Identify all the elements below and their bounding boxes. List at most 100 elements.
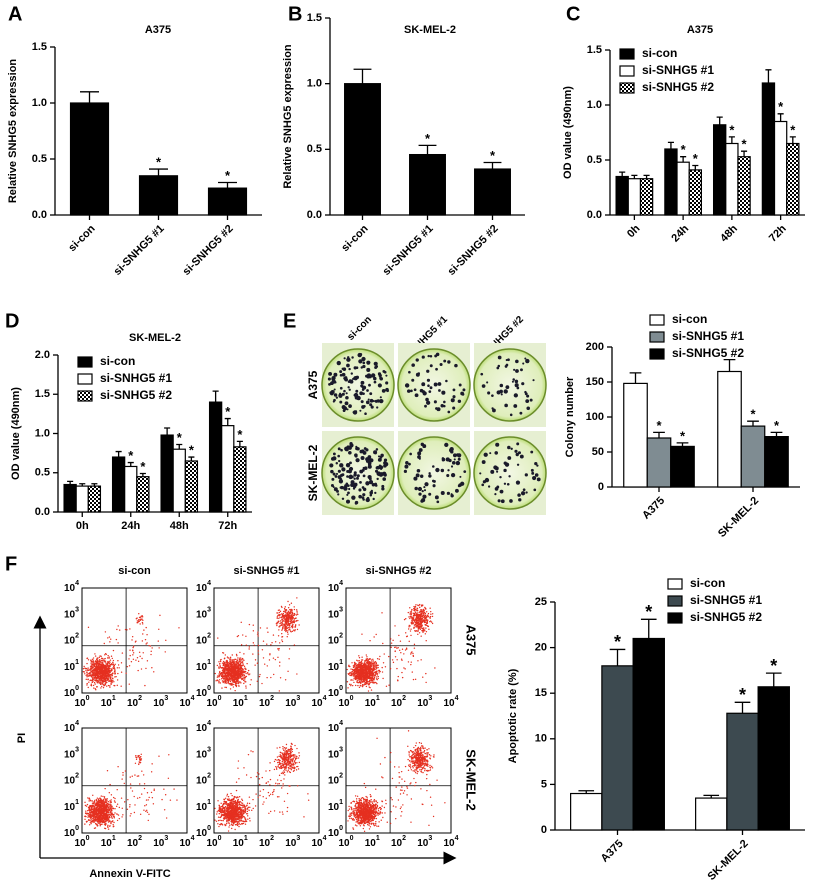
colony-dot — [346, 363, 350, 368]
event-dot — [99, 804, 101, 806]
event-dot — [293, 612, 296, 615]
event-dot — [292, 617, 295, 619]
colony-dot — [370, 490, 373, 493]
y-axis-label: Relative SNHG5 expression — [282, 44, 294, 189]
bar — [627, 178, 642, 216]
event-dot — [234, 663, 236, 666]
y-tick-label: 2.0 — [35, 349, 50, 361]
event-dot — [281, 635, 284, 638]
colony-dot — [500, 499, 505, 504]
colony-dot — [460, 481, 465, 486]
tick-base: 10 — [127, 698, 139, 709]
event-dot — [165, 817, 168, 819]
significance-mark: * — [656, 418, 662, 433]
error-bar — [578, 790, 595, 794]
event-dot — [105, 681, 107, 683]
bar — [474, 168, 511, 216]
event-dot — [256, 680, 258, 683]
colony-dot — [368, 383, 371, 387]
event-dot — [112, 679, 114, 682]
significance-mark: * — [693, 151, 699, 166]
error-bar — [176, 443, 183, 450]
tick-base: 10 — [179, 838, 191, 849]
event-dot — [285, 626, 288, 628]
event-dot — [289, 615, 291, 617]
colony-dot — [346, 408, 349, 411]
event-dot — [109, 677, 112, 680]
event-dot — [284, 623, 286, 626]
event-dot — [133, 811, 136, 814]
event-dot — [224, 672, 226, 674]
event-dot — [285, 630, 287, 633]
event-dot — [233, 659, 235, 662]
event-dot — [129, 806, 131, 808]
colony-dot — [346, 445, 350, 449]
event-dot — [103, 823, 106, 825]
event-dot — [232, 667, 234, 670]
colony-dot — [511, 380, 514, 383]
event-dot — [277, 635, 280, 637]
event-dot — [90, 820, 92, 822]
event-dot — [290, 613, 292, 615]
colony-dot — [479, 472, 482, 475]
event-dot — [237, 678, 239, 681]
tick-base: 10 — [64, 583, 76, 594]
event-dot — [218, 812, 220, 815]
event-dot — [93, 807, 95, 810]
event-dot — [99, 825, 101, 827]
event-dot — [232, 669, 234, 672]
event-dot — [99, 819, 102, 821]
event-dot — [285, 608, 288, 611]
event-dot — [237, 674, 240, 677]
event-dot — [92, 819, 94, 821]
colony-dot — [379, 455, 383, 459]
event-dot — [243, 804, 246, 806]
legend-swatch — [77, 373, 93, 385]
event-dot — [92, 680, 94, 682]
event-dot — [231, 808, 233, 810]
event-dot — [223, 670, 225, 673]
colony-dot — [356, 476, 359, 480]
event-dot — [90, 675, 93, 678]
legend-label: si-SNHG5 #2 — [690, 610, 762, 624]
colony-dot — [377, 457, 382, 462]
event-dot — [96, 802, 98, 804]
legend-label: si-con — [642, 46, 677, 60]
colony-dot — [339, 463, 344, 468]
event-dot — [279, 624, 281, 627]
event-dot — [92, 659, 95, 661]
event-dot — [97, 803, 99, 805]
colony-dot — [346, 357, 351, 362]
event-dot — [139, 759, 141, 761]
colony-dot — [366, 389, 369, 392]
colony-dot — [332, 472, 336, 476]
legend-swatch — [77, 390, 93, 402]
event-dot — [223, 800, 225, 803]
event-dot — [244, 667, 246, 669]
y-tick-label: 1.5 — [307, 12, 322, 24]
colony-dot — [386, 389, 389, 393]
colony-dot — [373, 361, 378, 366]
chart-title: SK-MEL-2 — [404, 24, 456, 36]
legend-label: si-SNHG5 #2 — [672, 346, 744, 360]
event-dot — [234, 668, 236, 670]
event-dot — [230, 792, 232, 795]
event-dot — [243, 682, 245, 685]
error-bar — [734, 701, 751, 714]
event-dot — [283, 617, 285, 619]
event-dot — [274, 641, 277, 643]
tick-exponent: 1 — [244, 695, 248, 702]
event-dot — [100, 813, 102, 815]
event-dot — [222, 670, 224, 672]
error-bar — [631, 174, 638, 179]
colony-dot — [354, 453, 358, 457]
colony-dot — [359, 481, 362, 484]
tick-base: 10 — [153, 838, 165, 849]
event-dot — [241, 802, 244, 805]
event-dot — [241, 808, 243, 810]
tick-base: 10 — [101, 838, 113, 849]
event-dot — [278, 665, 281, 667]
event-dot — [290, 631, 292, 633]
error-bar — [164, 427, 171, 436]
event-dot — [227, 680, 230, 683]
